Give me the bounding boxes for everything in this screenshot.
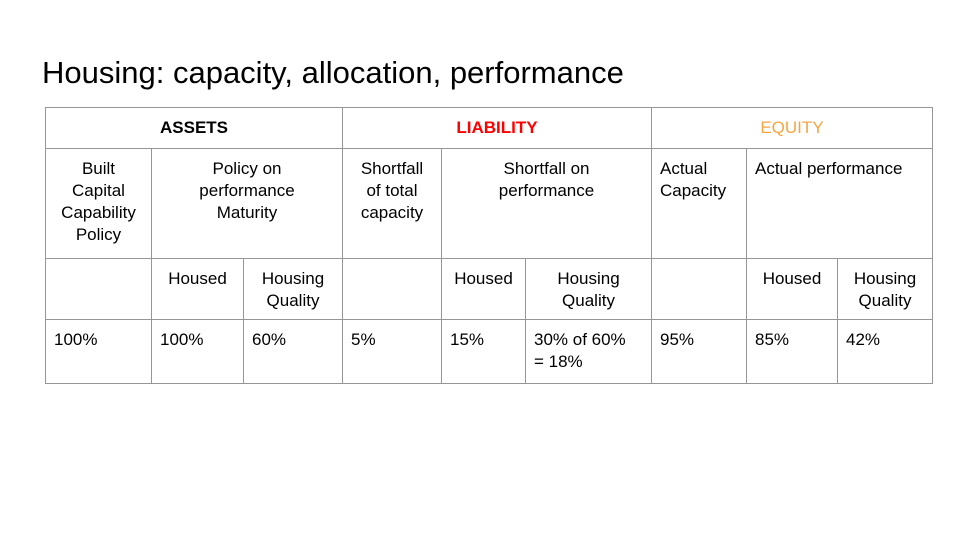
value-liability-total-capacity: 5% <box>343 320 442 384</box>
subheader-actual-performance: Actual performance <box>747 149 933 259</box>
col-header-liability-housing-quality: Housing Quality <box>526 259 652 320</box>
value-liability-housed: 15% <box>442 320 526 384</box>
group-header-liability: LIABILITY <box>343 108 652 149</box>
col-header-assets-housed: Housed <box>152 259 244 320</box>
value-equity-housed: 85% <box>747 320 838 384</box>
value-assets-policy: 100% <box>46 320 152 384</box>
subheader-built-capital-capability-policy: Built Capital Capability Policy <box>46 149 152 259</box>
spacer-cell-equity <box>652 259 747 320</box>
value-equity-housing-quality: 42% <box>838 320 933 384</box>
subheader-policy-on-performance-maturity: Policy on performance Maturity <box>152 149 343 259</box>
subheader-actual-capacity: Actual Capacity <box>652 149 747 259</box>
subheader-shortfall-on-performance: Shortfall on performance <box>442 149 652 259</box>
group-header-assets: ASSETS <box>46 108 343 149</box>
col-header-assets-housing-quality: Housing Quality <box>244 259 343 320</box>
subheader-shortfall-of-total-capacity: Shortfall of total capacity <box>343 149 442 259</box>
spacer-cell-assets <box>46 259 152 320</box>
value-assets-housed: 100% <box>152 320 244 384</box>
housing-table: ASSETS LIABILITY EQUITY Built Capital Ca… <box>45 107 933 384</box>
value-liability-housing-quality: 30% of 60% = 18% <box>526 320 652 384</box>
slide-title: Housing: capacity, allocation, performan… <box>42 55 624 90</box>
spacer-cell-liability <box>343 259 442 320</box>
value-assets-housing-quality: 60% <box>244 320 343 384</box>
col-header-equity-housing-quality: Housing Quality <box>838 259 933 320</box>
col-header-liability-housed: Housed <box>442 259 526 320</box>
col-header-equity-housed: Housed <box>747 259 838 320</box>
value-equity-capacity: 95% <box>652 320 747 384</box>
group-header-equity: EQUITY <box>652 108 933 149</box>
